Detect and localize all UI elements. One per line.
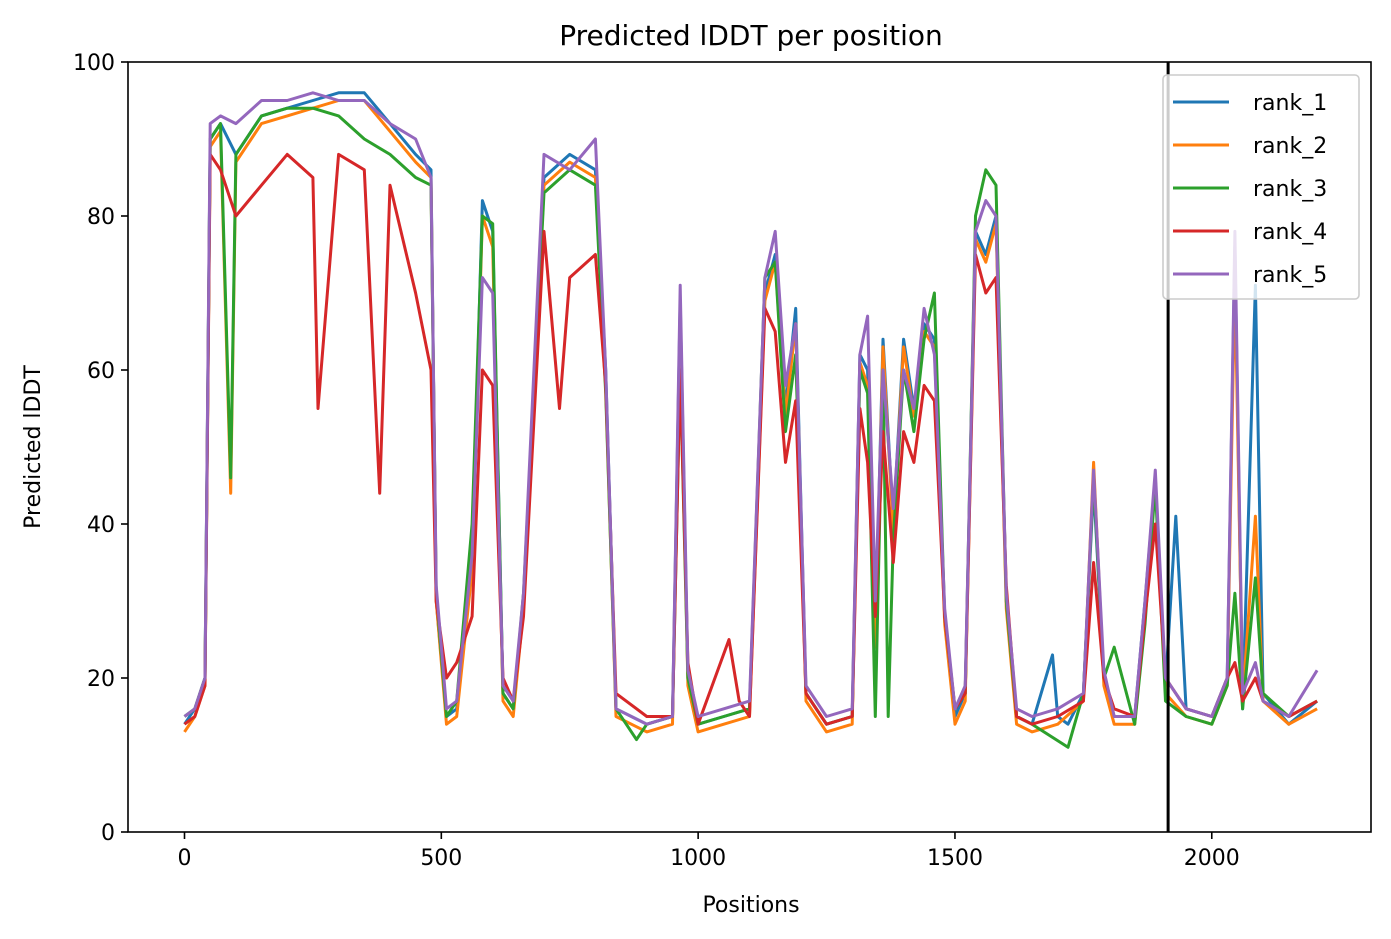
x-tick-label: 0 — [178, 846, 192, 871]
y-tick-label: 0 — [101, 821, 115, 846]
x-tick-label: 1500 — [927, 846, 983, 871]
legend: rank_1 rank_2 rank_3 rank_4 rank_5 — [1162, 74, 1360, 300]
x-tick-label: 500 — [420, 846, 462, 871]
legend-label-rank_4: rank_4 — [1253, 220, 1327, 245]
y-tick-label: 80 — [87, 205, 115, 230]
y-axis: 0 20 40 60 80 100 — [73, 51, 128, 846]
legend-label-rank_1: rank_1 — [1253, 91, 1327, 116]
y-tick-label: 100 — [73, 51, 115, 76]
y-tick-label: 40 — [87, 513, 115, 538]
legend-box — [1162, 74, 1360, 300]
series-layer — [183, 91, 1319, 749]
x-tick-label: 2000 — [1184, 846, 1240, 871]
series-line-rank_5 — [183, 91, 1319, 726]
x-axis: 0 500 1000 1500 2000 — [178, 832, 1240, 871]
y-axis-label: Predicted lDDT — [21, 365, 46, 529]
y-tick-label: 20 — [87, 667, 115, 692]
legend-label-rank_2: rank_2 — [1253, 134, 1327, 159]
plot-frame — [127, 61, 1372, 833]
x-tick-label: 1000 — [670, 846, 726, 871]
chart-title: Predicted lDDT per position — [559, 19, 943, 52]
legend-label-rank_5: rank_5 — [1253, 263, 1327, 288]
x-axis-label: Positions — [702, 893, 799, 918]
legend-label-rank_3: rank_3 — [1253, 177, 1327, 202]
y-tick-label: 60 — [87, 359, 115, 384]
